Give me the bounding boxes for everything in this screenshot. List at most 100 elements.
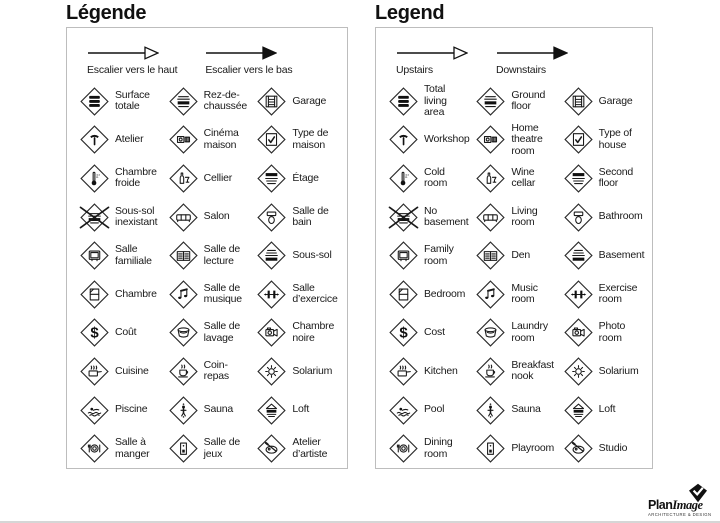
legend-item-label: Sous-sol — [292, 248, 332, 261]
legend-item: Photo room — [563, 314, 650, 353]
legend-item: Wine cellar — [475, 159, 562, 198]
legend-item: Salle de jeux — [168, 429, 257, 468]
legend-item-label: Surface totale — [115, 88, 150, 113]
legend-item-label: Exercise room — [598, 281, 638, 306]
bathroom-icon — [256, 202, 287, 233]
legend-item: Kitchen — [388, 352, 475, 391]
solarium-icon — [256, 356, 287, 387]
home-theatre-icon — [475, 124, 506, 155]
legend-item: $ Cost — [388, 314, 475, 353]
legend-item: Pool — [388, 391, 475, 430]
legend-item: Playroom — [475, 429, 562, 468]
legend-item: Sauna — [168, 391, 257, 430]
legend-item-label: Home theatre room — [511, 121, 543, 157]
legend-title-en: Legend — [375, 2, 445, 24]
total-living-area-icon — [79, 86, 110, 117]
legend-item: Type de maison — [256, 121, 345, 160]
legend-item-label: Coût — [115, 326, 137, 339]
legend-item-label: Salle familiale — [115, 243, 152, 267]
legend-item-label: Total living area — [424, 83, 447, 119]
legend-item-label: Second floor — [598, 165, 634, 190]
legend-item: Garage — [256, 82, 345, 121]
kitchen-icon — [388, 356, 419, 387]
family-room-icon — [79, 240, 110, 271]
legend-item: Laundry room — [475, 314, 562, 353]
type-of-house-icon — [563, 124, 594, 155]
legend-item-label: Sauna — [203, 403, 234, 416]
legend-item: Home theatre room — [475, 121, 562, 160]
solarium-icon — [563, 356, 594, 387]
exercise-room-icon — [256, 279, 287, 310]
legend-item: Salle à manger — [79, 429, 168, 468]
legend-item: Sous-sol inexistant — [79, 198, 168, 237]
stairs-arrow-legend-fr: Escalier vers le haut Escalier vers le b… — [67, 28, 347, 76]
legend-item-label: Chambre — [115, 287, 157, 300]
legend-item-label: Bedroom — [424, 287, 466, 300]
playroom-icon — [475, 433, 506, 464]
legend-item-label: Cost — [424, 326, 445, 339]
legend-item: Loft — [256, 391, 345, 430]
downstairs-arrow-icon — [206, 46, 278, 60]
legend-item: $ Coût — [79, 314, 168, 353]
legend-item-label: Salle à manger — [115, 436, 150, 460]
downstairs-arrow-icon — [497, 46, 568, 60]
playroom-icon — [168, 433, 199, 464]
music-room-icon — [475, 279, 506, 310]
legend-item-label: Type of house — [598, 127, 632, 151]
svg-text:$: $ — [399, 325, 408, 342]
garage-icon — [256, 86, 287, 117]
living-room-icon — [168, 202, 199, 233]
upstairs-arrow-group: Upstairs — [396, 45, 468, 76]
legend-item-label: Family room — [424, 243, 454, 267]
legend-item-label: Étage — [292, 171, 319, 184]
wine-cellar-icon — [475, 163, 506, 194]
legend-item-label: Dining room — [424, 436, 453, 460]
upstairs-arrow-icon — [88, 46, 159, 60]
living-room-icon — [475, 202, 506, 233]
sauna-icon — [168, 395, 199, 426]
legend-column-en: Legend Upstairs Downstairs — [375, 2, 653, 469]
legend-item-label: Solarium — [598, 364, 639, 377]
downstairs-arrow-group: Escalier vers le bas — [205, 45, 293, 76]
no-basement-icon — [79, 202, 110, 233]
legend-item: Second floor — [563, 159, 650, 198]
legend-item: Chambre noire — [256, 314, 345, 353]
legend-grid-fr: Surface totale Rez-de- chaussée Garage Atel… — [67, 76, 347, 468]
kitchen-icon — [79, 356, 110, 387]
legend-item-label: Garage — [598, 94, 633, 107]
garage-icon — [563, 86, 594, 117]
dining-room-icon — [79, 433, 110, 464]
legend-item: 2° Cold room — [388, 159, 475, 198]
legend-item-label: Photo room — [598, 320, 626, 344]
type-of-house-icon — [256, 124, 287, 155]
legend-item: Étage — [256, 159, 345, 198]
legend-item-label: Piscine — [115, 403, 148, 416]
legend-item-label: Salle de lavage — [203, 320, 241, 344]
legend-item: Bedroom — [388, 275, 475, 314]
legend-item-label: Kitchen — [424, 364, 458, 377]
legend-item: Cuisine — [79, 352, 168, 391]
logo-text-plan: Plan — [648, 498, 673, 512]
legend-item-label: Cellier — [203, 171, 233, 184]
legend-item: Salle de lecture — [168, 236, 257, 275]
no-basement-icon — [388, 202, 419, 233]
ground-floor-icon — [168, 86, 199, 117]
cold-room-icon: 2° — [388, 163, 419, 194]
pool-icon — [388, 395, 419, 426]
svg-text:$: $ — [90, 325, 99, 342]
legend-item-label: Type de maison — [292, 127, 329, 151]
legend-item: Salle de bain — [256, 198, 345, 237]
logo-tagline: ARCHITECTURE & DESIGN — [648, 512, 712, 517]
upstairs-arrow-group: Escalier vers le haut — [87, 45, 178, 76]
upstairs-arrow-icon — [397, 46, 468, 60]
bathroom-icon — [563, 202, 594, 233]
legend-item-label: Salle de bain — [292, 204, 329, 229]
legend-item-label: Music room — [511, 281, 538, 306]
den-icon — [168, 240, 199, 271]
arrow-label: Escalier vers le bas — [205, 64, 293, 76]
home-theatre-icon — [168, 124, 199, 155]
legend-item-label: Sauna — [511, 403, 541, 416]
cost-icon: $ — [79, 317, 110, 348]
legend-item-label: Laundry room — [511, 320, 548, 344]
